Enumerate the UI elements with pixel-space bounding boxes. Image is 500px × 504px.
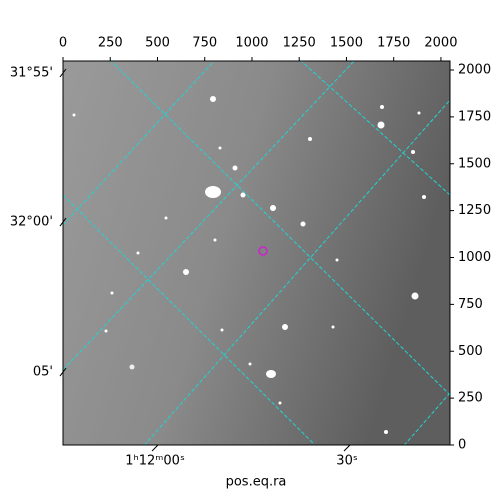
y-tick-label: 1500 (458, 156, 491, 171)
y-tick-label: 250 (458, 391, 483, 406)
ra-tick-label: 30ˢ (336, 454, 358, 469)
dec-tick (59, 68, 67, 78)
ra-tick-label: 1ʰ12ᵐ00ˢ (125, 454, 185, 469)
y-tick-label: 750 (458, 297, 483, 312)
dec-tick-label: 32°00' (10, 215, 53, 230)
x-tick-label: 1250 (283, 36, 316, 51)
y-tick-label: 0 (458, 438, 466, 453)
y-tick-label: 2000 (458, 63, 491, 78)
y-tick-label: 1750 (458, 109, 491, 124)
x-tick-label: 0 (59, 36, 67, 51)
x-tick-label: 750 (192, 36, 217, 51)
dec-tick-label: 31°55' (10, 66, 53, 81)
frame (62, 60, 451, 446)
x-tick-label: 1750 (377, 36, 410, 51)
dec-tick (59, 367, 67, 377)
dec-tick (59, 217, 67, 227)
x-tick-label: 1500 (330, 36, 363, 51)
x-axis-label: pos.eq.ra (226, 475, 287, 490)
ra-tick (151, 444, 159, 452)
dec-tick-label: 05' (33, 365, 53, 380)
stars (63, 61, 450, 445)
target-marker (258, 246, 268, 256)
x-tick-label: 250 (98, 36, 123, 51)
y-tick-label: 1250 (458, 203, 491, 218)
x-tick-label: 500 (145, 36, 170, 51)
y-tick-label: 1000 (458, 250, 491, 265)
sky-image (63, 61, 450, 445)
ra-tick (343, 444, 351, 452)
y-tick-label: 500 (458, 344, 483, 359)
x-tick-label: 1000 (235, 36, 268, 51)
x-tick-label: 2000 (424, 36, 457, 51)
